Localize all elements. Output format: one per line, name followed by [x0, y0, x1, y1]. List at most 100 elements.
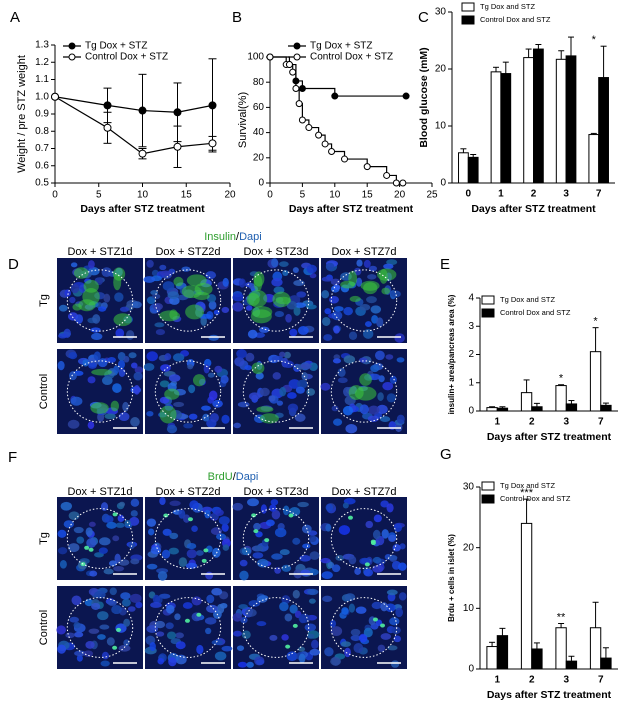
error-bar [533, 402, 540, 407]
nucleus [332, 358, 341, 364]
nucleus [99, 624, 110, 630]
nucleus [244, 608, 257, 617]
nucleus [340, 641, 352, 647]
nucleus [120, 592, 131, 600]
nucleus [333, 325, 340, 334]
nucleus [118, 644, 131, 652]
nucleus [241, 630, 251, 639]
nucleus [189, 500, 199, 510]
bar [600, 404, 612, 412]
nucleus [57, 644, 66, 654]
stain-signal [354, 386, 377, 401]
nucleus [396, 357, 405, 363]
nucleus [259, 387, 270, 397]
nucleus [337, 377, 348, 384]
nucleus [331, 564, 341, 573]
panel-letter: F [8, 449, 17, 466]
nucleus [308, 535, 317, 543]
nucleus [271, 553, 283, 560]
x-tick-label: 10 [137, 190, 149, 201]
stain-signal [285, 644, 291, 649]
stain-signal [112, 512, 118, 517]
nucleus [90, 327, 101, 333]
nucleus [306, 388, 316, 396]
nucleus [380, 602, 388, 612]
error-bar [460, 148, 467, 153]
nucleus [175, 632, 184, 639]
stain-signal [90, 402, 109, 414]
nucleus [396, 414, 405, 424]
micrograph [57, 497, 143, 580]
nucleus [85, 527, 93, 537]
islet-outline [242, 597, 310, 658]
error-bar [470, 154, 477, 158]
bar [533, 48, 544, 184]
islet-outline [66, 269, 134, 332]
stain-signal [88, 547, 94, 552]
y-axis-title: Brdu + cells in islet (%) [447, 534, 456, 622]
nucleus [186, 549, 197, 559]
nucleus [269, 634, 278, 641]
nucleus [195, 550, 204, 556]
point [341, 155, 349, 163]
significance: * [559, 373, 564, 385]
nucleus [296, 379, 308, 389]
stain-signal [163, 513, 169, 518]
y-tick-label: 10 [463, 603, 475, 614]
bar [467, 156, 479, 184]
x-tick-label: 1 [498, 189, 504, 200]
nucleus [265, 519, 275, 527]
nucleus [233, 630, 242, 637]
nucleus [370, 305, 382, 314]
nucleus [211, 639, 223, 646]
islet-outline [66, 360, 134, 423]
nucleus [307, 588, 319, 596]
y-tick-label: 10 [435, 121, 447, 132]
y-tick-label: 0 [468, 664, 474, 675]
nucleus [300, 569, 311, 577]
nucleus [207, 372, 215, 378]
nucleus [320, 557, 331, 564]
nucleus [67, 419, 80, 429]
islet-outline [154, 360, 222, 423]
nucleus [70, 396, 83, 406]
nucleus [183, 514, 191, 523]
nucleus [221, 645, 233, 652]
nucleus [353, 642, 364, 653]
error-bar [600, 45, 607, 78]
stain-signal [251, 513, 257, 518]
point [298, 85, 306, 92]
nucleus [89, 570, 98, 577]
stain-signal [184, 618, 190, 623]
nucleus [103, 293, 111, 303]
nucleus [236, 645, 245, 651]
nucleus [344, 593, 356, 602]
nucleus [257, 558, 269, 568]
nucleus [87, 376, 96, 384]
nucleus [159, 380, 170, 388]
stain-signal [370, 541, 376, 546]
nucleus [365, 520, 374, 529]
stain-signal [116, 627, 122, 632]
panel-letter: G [440, 446, 452, 463]
error-bar [493, 66, 500, 72]
nucleus [286, 651, 298, 662]
error-bar [602, 647, 609, 659]
nucleus [112, 535, 120, 542]
nucleus [359, 404, 369, 415]
y-tick-label: 1.1 [35, 74, 49, 85]
point [285, 61, 293, 69]
nucleus [386, 503, 394, 513]
point [138, 106, 147, 115]
legend-swatch [481, 481, 495, 491]
nucleus [114, 292, 124, 302]
nucleus [85, 640, 95, 649]
legend-label: Tg Dox and STZ [480, 2, 535, 11]
nucleus [238, 278, 246, 288]
bar [531, 406, 543, 412]
nucleus [173, 401, 185, 408]
bar [486, 407, 498, 412]
stain-signal [251, 306, 273, 318]
legend-marker [293, 42, 301, 50]
micrograph [320, 349, 407, 434]
